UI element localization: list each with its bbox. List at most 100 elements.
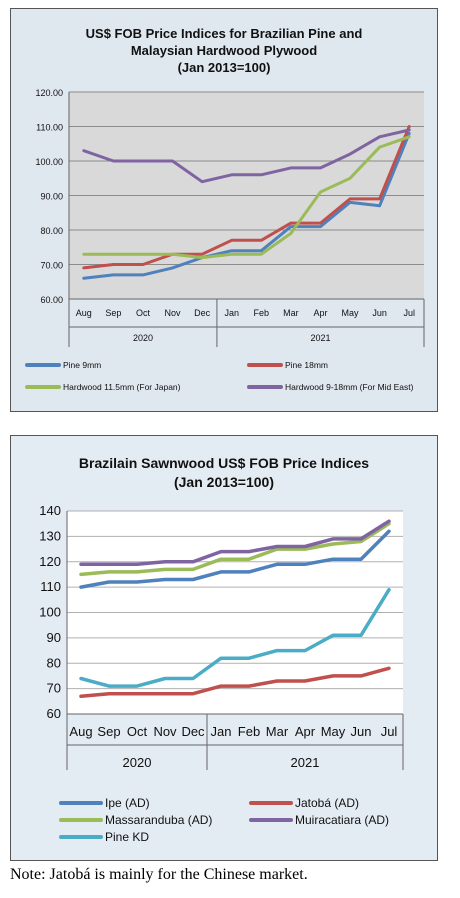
data-point bbox=[304, 680, 306, 682]
y-tick-label: 100 bbox=[39, 605, 61, 620]
chart-title: Brazilain Sawnwood US$ FOB Price Indices… bbox=[11, 454, 437, 492]
data-point bbox=[349, 153, 351, 155]
data-point bbox=[260, 174, 263, 176]
data-point bbox=[230, 253, 233, 255]
data-point bbox=[171, 253, 174, 255]
data-point bbox=[349, 201, 351, 204]
year-group-label: 2020 bbox=[133, 333, 153, 343]
data-point bbox=[304, 563, 306, 566]
chart-title-line: Brazilain Sawnwood US$ FOB Price Indices bbox=[78, 455, 370, 471]
data-point bbox=[164, 560, 166, 563]
x-tick-label: Mar bbox=[266, 724, 289, 739]
data-point bbox=[192, 692, 194, 695]
x-tick-label: Sep bbox=[97, 724, 120, 739]
y-tick-label: 140 bbox=[39, 503, 61, 518]
data-point bbox=[319, 167, 322, 169]
data-point bbox=[82, 149, 85, 152]
data-point bbox=[136, 563, 138, 566]
data-point bbox=[360, 634, 362, 637]
data-point bbox=[82, 253, 85, 255]
data-point bbox=[220, 550, 222, 553]
x-tick-label: Oct bbox=[127, 724, 148, 739]
legend-label: Muiracatiara (AD) bbox=[295, 813, 389, 827]
data-point bbox=[276, 680, 278, 682]
series-line bbox=[82, 135, 411, 260]
data-point bbox=[260, 253, 263, 255]
data-point bbox=[304, 649, 306, 652]
data-point bbox=[276, 563, 278, 566]
data-point bbox=[220, 657, 222, 659]
data-point bbox=[248, 571, 250, 573]
chart-panel-plywood: US$ FOB Price Indices for Brazilian Pine… bbox=[10, 8, 438, 412]
chart-title-line: (Jan 2013=100) bbox=[177, 60, 271, 75]
x-tick-label: Nov bbox=[165, 308, 182, 318]
chart-panel-sawnwood: Brazilain Sawnwood US$ FOB Price Indices… bbox=[10, 435, 438, 861]
x-tick-label: Jun bbox=[372, 308, 387, 318]
data-point bbox=[260, 239, 263, 242]
year-group-label: 2020 bbox=[123, 755, 152, 770]
data-point bbox=[142, 263, 144, 266]
footnote: Note: Jatobá is mainly for the Chinese m… bbox=[10, 866, 308, 883]
data-point bbox=[82, 277, 85, 280]
legend-label: Hardwood 9-18mm (For Mid East) bbox=[285, 382, 414, 392]
data-point bbox=[201, 256, 203, 259]
data-point bbox=[319, 191, 322, 193]
year-group-label: 2021 bbox=[291, 755, 320, 770]
data-point bbox=[171, 160, 174, 162]
sawnwood-line-chart: 60 70 80 90 100 110 120 130 140 Aug Sep Oct Nov Dec Ja… bbox=[39, 503, 404, 844]
y-tick-label: 120 bbox=[39, 554, 61, 569]
data-point bbox=[276, 649, 278, 652]
data-point bbox=[276, 548, 278, 550]
y-tick-label: 90 bbox=[47, 630, 61, 645]
data-point bbox=[164, 568, 166, 571]
legend-label: Ipe (AD) bbox=[105, 796, 150, 810]
data-point bbox=[290, 222, 292, 224]
data-point bbox=[319, 225, 322, 228]
series-line bbox=[82, 131, 411, 280]
data-point bbox=[248, 558, 250, 561]
data-point bbox=[290, 167, 292, 169]
data-point bbox=[332, 558, 334, 561]
x-tick-label: Apr bbox=[313, 308, 327, 318]
data-point bbox=[332, 675, 334, 677]
x-tick-label: Apr bbox=[295, 724, 316, 739]
y-tick-label: 60 bbox=[47, 706, 61, 721]
data-point bbox=[80, 695, 82, 698]
plywood-line-chart: 60.00 70.00 80.00 90.00 100.00 110.00 120.00 Au… bbox=[25, 88, 425, 392]
data-point bbox=[136, 692, 138, 695]
data-point bbox=[230, 249, 233, 252]
series-line bbox=[79, 529, 391, 589]
y-tick-label: 80.00 bbox=[40, 226, 63, 236]
data-point bbox=[192, 560, 194, 563]
data-point bbox=[408, 129, 411, 131]
data-point bbox=[360, 538, 362, 540]
y-tick-label: 80 bbox=[47, 655, 61, 670]
x-tick-label: Nov bbox=[153, 724, 177, 739]
data-point bbox=[108, 692, 110, 695]
year-group-label: 2021 bbox=[310, 333, 330, 343]
x-tick-label: Mar bbox=[283, 308, 299, 318]
chart-title: US$ FOB Price Indices for Brazilian Pine… bbox=[11, 25, 437, 76]
data-point bbox=[349, 177, 351, 180]
legend-label: Jatobá (AD) bbox=[295, 796, 359, 810]
data-point bbox=[290, 232, 292, 235]
y-tick-label: 110.00 bbox=[36, 123, 63, 133]
x-tick-label: Dec bbox=[181, 724, 205, 739]
data-point bbox=[360, 540, 362, 543]
chart-title-line: US$ FOB Price Indices for Brazilian Pine… bbox=[85, 26, 363, 41]
data-point bbox=[378, 136, 381, 138]
data-point bbox=[112, 253, 115, 255]
data-point bbox=[108, 581, 110, 583]
series-line bbox=[79, 521, 391, 577]
data-point bbox=[220, 685, 222, 687]
x-tick-label: Feb bbox=[238, 724, 260, 739]
data-point bbox=[408, 132, 411, 135]
data-point bbox=[408, 125, 411, 128]
data-point bbox=[332, 538, 334, 540]
data-point bbox=[388, 520, 390, 522]
data-point bbox=[230, 174, 233, 176]
data-point bbox=[80, 573, 82, 576]
data-point bbox=[349, 198, 351, 200]
x-tick-label: May bbox=[342, 308, 360, 318]
data-point bbox=[108, 563, 110, 566]
